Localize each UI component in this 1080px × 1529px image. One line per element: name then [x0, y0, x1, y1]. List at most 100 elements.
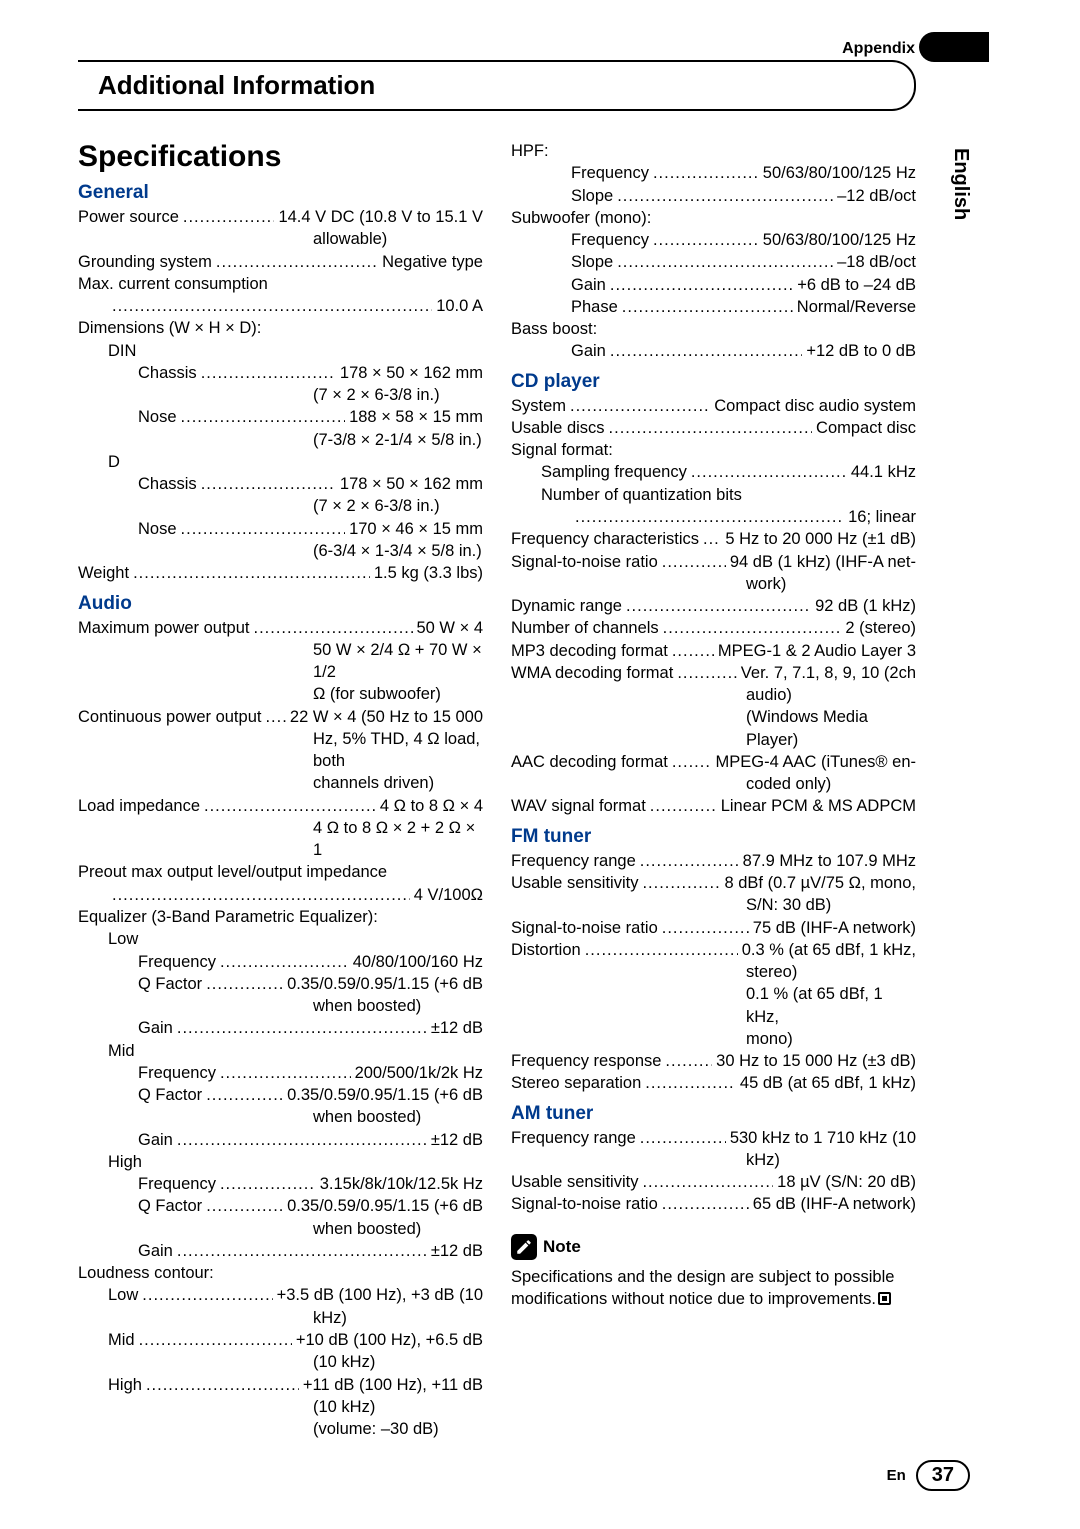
spec-cont: Ω (for subwoofer)	[78, 683, 483, 705]
left-column: Specifications General Power source14.4 …	[78, 140, 483, 1440]
spec-value: Negative type	[382, 251, 483, 273]
spec-value: Ver. 7, 7.1, 8, 9, 10 (2ch	[741, 662, 916, 684]
spec-value: 65 dB (IHF-A network)	[753, 1193, 916, 1215]
spec-cont: 4 Ω to 8 Ω × 2 + 2 Ω × 1	[78, 817, 483, 862]
spec-label: Max. current consumption	[78, 273, 483, 295]
appendix-label: Appendix	[842, 40, 915, 58]
language-tab: English	[949, 148, 972, 220]
spec-value: 40/80/100/160 Hz	[353, 951, 483, 973]
spec-cont: work)	[511, 573, 916, 595]
spec-value: +11 dB (100 Hz), +11 dB	[303, 1374, 483, 1396]
spec-label: Distortion	[511, 939, 581, 961]
spec-label: Signal format:	[511, 439, 916, 461]
spec-value: 0.35/0.59/0.95/1.15 (+6 dB	[287, 973, 483, 995]
spec-value: 22 W × 4 (50 Hz to 15 000	[290, 706, 483, 728]
spec-value: 8 dBf (0.7 µV/75 Ω, mono,	[724, 872, 916, 894]
cd-head: CD player	[511, 371, 916, 393]
spec-value: 50 W × 4	[417, 617, 484, 639]
spec-label: Usable sensitivity	[511, 872, 638, 894]
spec-value: 0.35/0.59/0.95/1.15 (+6 dB	[287, 1195, 483, 1217]
spec-label: Mid	[108, 1329, 135, 1351]
spec-value: Normal/Reverse	[797, 296, 916, 318]
spec-value: 50/63/80/100/125 Hz	[763, 229, 916, 251]
spec-cont: stereo)	[511, 961, 916, 983]
spec-label: Frequency response	[511, 1050, 661, 1072]
spec-value: ±12 dB	[431, 1129, 483, 1151]
spec-label: Slope	[571, 251, 613, 273]
spec-label: Usable sensitivity	[511, 1171, 638, 1193]
spec-value: Compact disc	[816, 417, 916, 439]
end-mark-icon	[878, 1292, 891, 1305]
spec-label: Dynamic range	[511, 595, 622, 617]
spec-label: Frequency	[138, 1173, 216, 1195]
spec-value: MPEG-1 & 2 Audio Layer 3	[718, 640, 916, 662]
spec-value: 5 Hz to 20 000 Hz (±1 dB)	[725, 528, 916, 550]
general-head: General	[78, 182, 483, 204]
header-box: Additional Information	[78, 60, 916, 111]
spec-label: Chassis	[138, 473, 197, 495]
spec-value: 92 dB (1 kHz)	[815, 595, 916, 617]
header-title: Additional Information	[98, 70, 894, 101]
content: Specifications General Power source14.4 …	[78, 140, 916, 1440]
spec-label: Q Factor	[138, 1084, 202, 1106]
spec-label: Slope	[571, 185, 613, 207]
spec-cont: allowable)	[78, 228, 483, 250]
spec-value: –18 dB/oct	[837, 251, 916, 273]
spec-cont: (10 kHz)	[78, 1396, 483, 1418]
spec-cont: 0.1 % (at 65 dBf, 1 kHz,	[511, 983, 916, 1028]
spec-value: 30 Hz to 15 000 Hz (±3 dB)	[716, 1050, 916, 1072]
spec-sublabel: DIN	[78, 340, 483, 362]
spec-label: Dimensions (W × H × D):	[78, 317, 483, 339]
spec-value: Compact disc audio system	[714, 395, 916, 417]
spec-label: Frequency	[571, 229, 649, 251]
spec-value: +3.5 dB (100 Hz), +3 dB (10	[277, 1284, 483, 1306]
spec-label: Gain	[571, 340, 606, 362]
note-text: Specifications and the design are subjec…	[511, 1266, 916, 1311]
spec-label: Continuous power output	[78, 706, 261, 728]
spec-label: Stereo separation	[511, 1072, 641, 1094]
spec-value: +12 dB to 0 dB	[806, 340, 916, 362]
spec-label: Nose	[138, 406, 177, 428]
pencil-icon	[511, 1234, 537, 1260]
spec-cont: when boosted)	[78, 1218, 483, 1240]
spec-value: +10 dB (100 Hz), +6.5 dB	[296, 1329, 483, 1351]
spec-cont: (Windows Media Player)	[511, 706, 916, 751]
spec-label: Nose	[138, 518, 177, 540]
spec-value: MPEG-4 AAC (iTunes® en-	[716, 751, 916, 773]
corner-tab	[919, 32, 989, 62]
spec-cont: Hz, 5% THD, 4 Ω load, both	[78, 728, 483, 773]
spec-label: Usable discs	[511, 417, 605, 439]
spec-value: 4 Ω to 8 Ω × 4	[380, 795, 483, 817]
spec-label: Gain	[571, 274, 606, 296]
spec-value: ±12 dB	[431, 1240, 483, 1262]
spec-value: ±12 dB	[431, 1017, 483, 1039]
spec-cont: coded only)	[511, 773, 916, 795]
audio-head: Audio	[78, 593, 483, 615]
spec-label: WAV signal format	[511, 795, 646, 817]
spec-cont: (7-3/8 × 2-1/4 × 5/8 in.)	[78, 429, 483, 451]
spec-label: High	[108, 1374, 142, 1396]
spec-sublabel: Low	[78, 928, 483, 950]
spec-cont: S/N: 30 dB)	[511, 894, 916, 916]
spec-value: Linear PCM & MS ADPCM	[721, 795, 916, 817]
spec-label: HPF:	[511, 140, 916, 162]
spec-value: 178 × 50 × 162 mm	[340, 362, 483, 384]
spec-label: Number of quantization bits	[511, 484, 916, 506]
spec-label: Gain	[138, 1017, 173, 1039]
spec-label: Frequency	[138, 1062, 216, 1084]
spec-label: Q Factor	[138, 973, 202, 995]
spec-label: Chassis	[138, 362, 197, 384]
specifications-title: Specifications	[78, 140, 483, 174]
spec-value: 45 dB (at 65 dBf, 1 kHz)	[740, 1072, 916, 1094]
spec-label: Signal-to-noise ratio	[511, 917, 658, 939]
spec-sublabel: Mid	[78, 1040, 483, 1062]
spec-cont: mono)	[511, 1028, 916, 1050]
spec-value: 1.5 kg (3.3 lbs)	[374, 562, 483, 584]
spec-label: Signal-to-noise ratio	[511, 1193, 658, 1215]
spec-label: Frequency range	[511, 1127, 636, 1149]
spec-label: Preout max output level/output impedance	[78, 861, 483, 883]
spec-value: 50/63/80/100/125 Hz	[763, 162, 916, 184]
spec-cont: (7 × 2 × 6-3/8 in.)	[78, 384, 483, 406]
spec-label: Signal-to-noise ratio	[511, 551, 658, 573]
am-head: AM tuner	[511, 1103, 916, 1125]
